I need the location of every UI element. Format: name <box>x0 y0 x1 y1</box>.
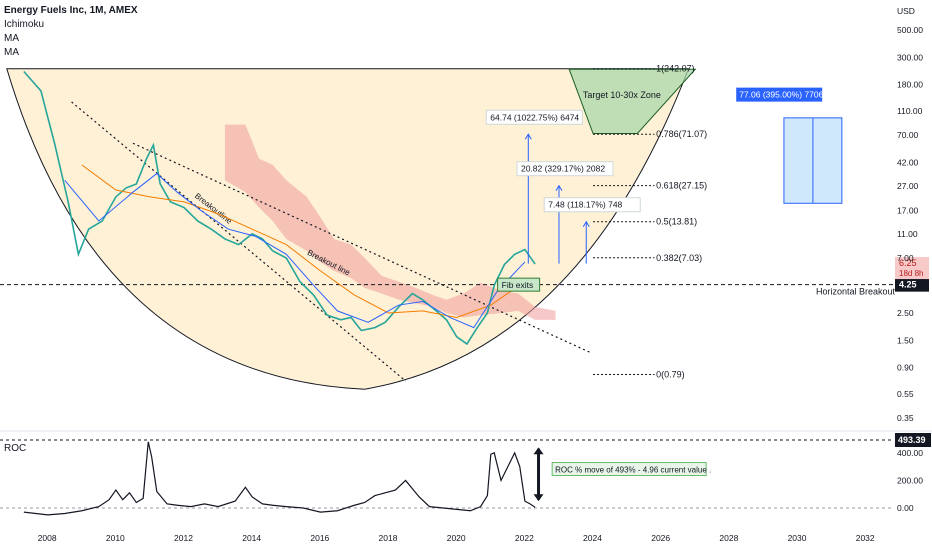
price-tick-7: 17.00 <box>897 206 919 216</box>
target-zone-label: Target 10-30x Zone <box>583 90 661 100</box>
cloud-shape <box>224 124 556 320</box>
price-tick-2: 180.00 <box>897 80 923 90</box>
projection-label-box-0 <box>485 109 583 125</box>
price-tick-12: 1.50 <box>897 335 914 345</box>
year-tick-12: 2032 <box>856 533 875 543</box>
measure-box: 77.06 (395.00%) 7706 <box>736 87 843 204</box>
roc-tick-0: 400.00 <box>897 448 923 458</box>
price-tick-0: 500.00 <box>897 25 923 35</box>
measure-box-label-bg <box>736 87 823 102</box>
horizontal-breakout-label: Horizontal Breakout <box>816 287 896 297</box>
fib-levels: 1(242.07) 0.786(71.07) 0.618(27.15) 0.5(13.… <box>593 64 707 380</box>
price-tick-13: 0.90 <box>897 363 914 373</box>
price-tick-14: 0.55 <box>897 389 914 399</box>
year-tick-9: 2026 <box>651 533 670 543</box>
indicator-ma-2[interactable]: MA <box>4 47 19 58</box>
chart-legend: Energy Fuels Inc, 1M, AMEX Ichimoku MA M… <box>4 4 138 60</box>
roc-move-arrowhead-up <box>533 447 544 455</box>
projection-arrowhead-0 <box>524 133 532 140</box>
year-tick-7: 2022 <box>515 533 534 543</box>
indicator-ma-1[interactable]: MA <box>4 33 19 44</box>
roc-tick-1: 200.00 <box>897 475 923 485</box>
price-tick-9: 7.00 <box>897 253 914 263</box>
current-price-tag <box>895 257 929 280</box>
fib-label-2: 0.618(27.15) <box>656 181 707 191</box>
fib-label-0: 1(242.07) <box>656 64 695 74</box>
year-tick-0: 2008 <box>38 533 57 543</box>
measure-box-label: 77.06 (395.00%) 7706 <box>739 90 823 100</box>
projection-label-1: 20.82 (329.17%) 2082 <box>521 164 605 174</box>
price-axis[interactable]: USD 500.00 300.00 180.00 110.00 70.00 42.00 27.… <box>897 6 923 423</box>
fib-label-3: 0.5(13.81) <box>656 217 697 227</box>
breakout-line-2 <box>132 142 590 353</box>
roc-line <box>23 441 536 516</box>
roc-annotation-box <box>551 462 707 477</box>
series-0-line <box>23 70 536 346</box>
year-tick-2: 2012 <box>174 533 193 543</box>
price-tick-8: 11.00 <box>897 229 918 239</box>
price-tick-15: 0.35 <box>897 413 914 423</box>
projection-label-0: 64.74 (1022.75%) 6474 <box>490 112 579 122</box>
fib-label-5: 0(0.79) <box>656 370 685 380</box>
projections: 64.74 (1022.75%) 6474 20.82 (329.17%) 208… <box>485 109 641 292</box>
year-tick-8: 2024 <box>583 533 602 543</box>
series-1-line <box>81 164 526 318</box>
roc-panel: ROC 493.39 400.00 200.00 0.00 ROC % move of 4… <box>0 430 932 516</box>
price-tick-11: 2.50 <box>897 308 914 318</box>
year-tick-5: 2018 <box>379 533 398 543</box>
price-tick-6: 27.00 <box>897 181 919 191</box>
symbol-title[interactable]: Energy Fuels Inc, 1M, AMEX <box>4 5 138 16</box>
fib-label-1: 0.786(71.07) <box>656 129 707 139</box>
year-tick-6: 2020 <box>447 533 466 543</box>
price-tick-1: 300.00 <box>897 52 923 62</box>
roc-annotation: ROC % move of 493% - 4.96 current value … <box>555 466 711 475</box>
price-tick-4: 70.00 <box>897 130 919 140</box>
current-price-countdown: 18d 8h <box>899 269 923 278</box>
fib-exits-label: Fib exits <box>502 280 534 290</box>
roc-title: ROC <box>4 443 26 454</box>
currency-label: USD <box>897 6 915 16</box>
roc-max-tag <box>895 433 931 447</box>
projection-label-box-1 <box>516 161 614 177</box>
year-tick-3: 2014 <box>242 533 261 543</box>
year-tick-10: 2028 <box>719 533 738 543</box>
roc-max-label: 493.39 <box>898 435 926 445</box>
year-tick-4: 2016 <box>310 533 329 543</box>
horizontal-breakout-price-tag <box>895 277 929 292</box>
current-price-label: 6.25 <box>899 258 917 268</box>
price-tick-3: 110.00 <box>897 106 923 116</box>
indicator-ichimoku[interactable]: Ichimoku <box>4 19 45 30</box>
horizontal-breakout-price-label: 4.25 <box>899 280 917 290</box>
fib-exits-box <box>497 277 541 292</box>
projection-arrowhead-2 <box>582 220 590 227</box>
fib-label-4: 0.382(7.03) <box>656 253 702 263</box>
series-2-line <box>64 172 526 329</box>
projection-arrowhead-1 <box>555 184 563 191</box>
projection-label-2: 7.48 (118.17%) 748 <box>548 200 622 210</box>
ichimoku-cloud <box>224 124 556 320</box>
price-tick-5: 42.00 <box>897 157 919 167</box>
year-tick-1: 2010 <box>106 533 125 543</box>
time-axis[interactable]: 2008 2010 2012 2014 2016 2018 2020 2022 2024 2026… <box>38 533 875 543</box>
roc-tick-2: 0.00 <box>897 503 914 513</box>
roc-move-arrowhead-down <box>533 494 544 502</box>
projection-label-box-2 <box>543 197 641 213</box>
year-tick-11: 2030 <box>788 533 807 543</box>
